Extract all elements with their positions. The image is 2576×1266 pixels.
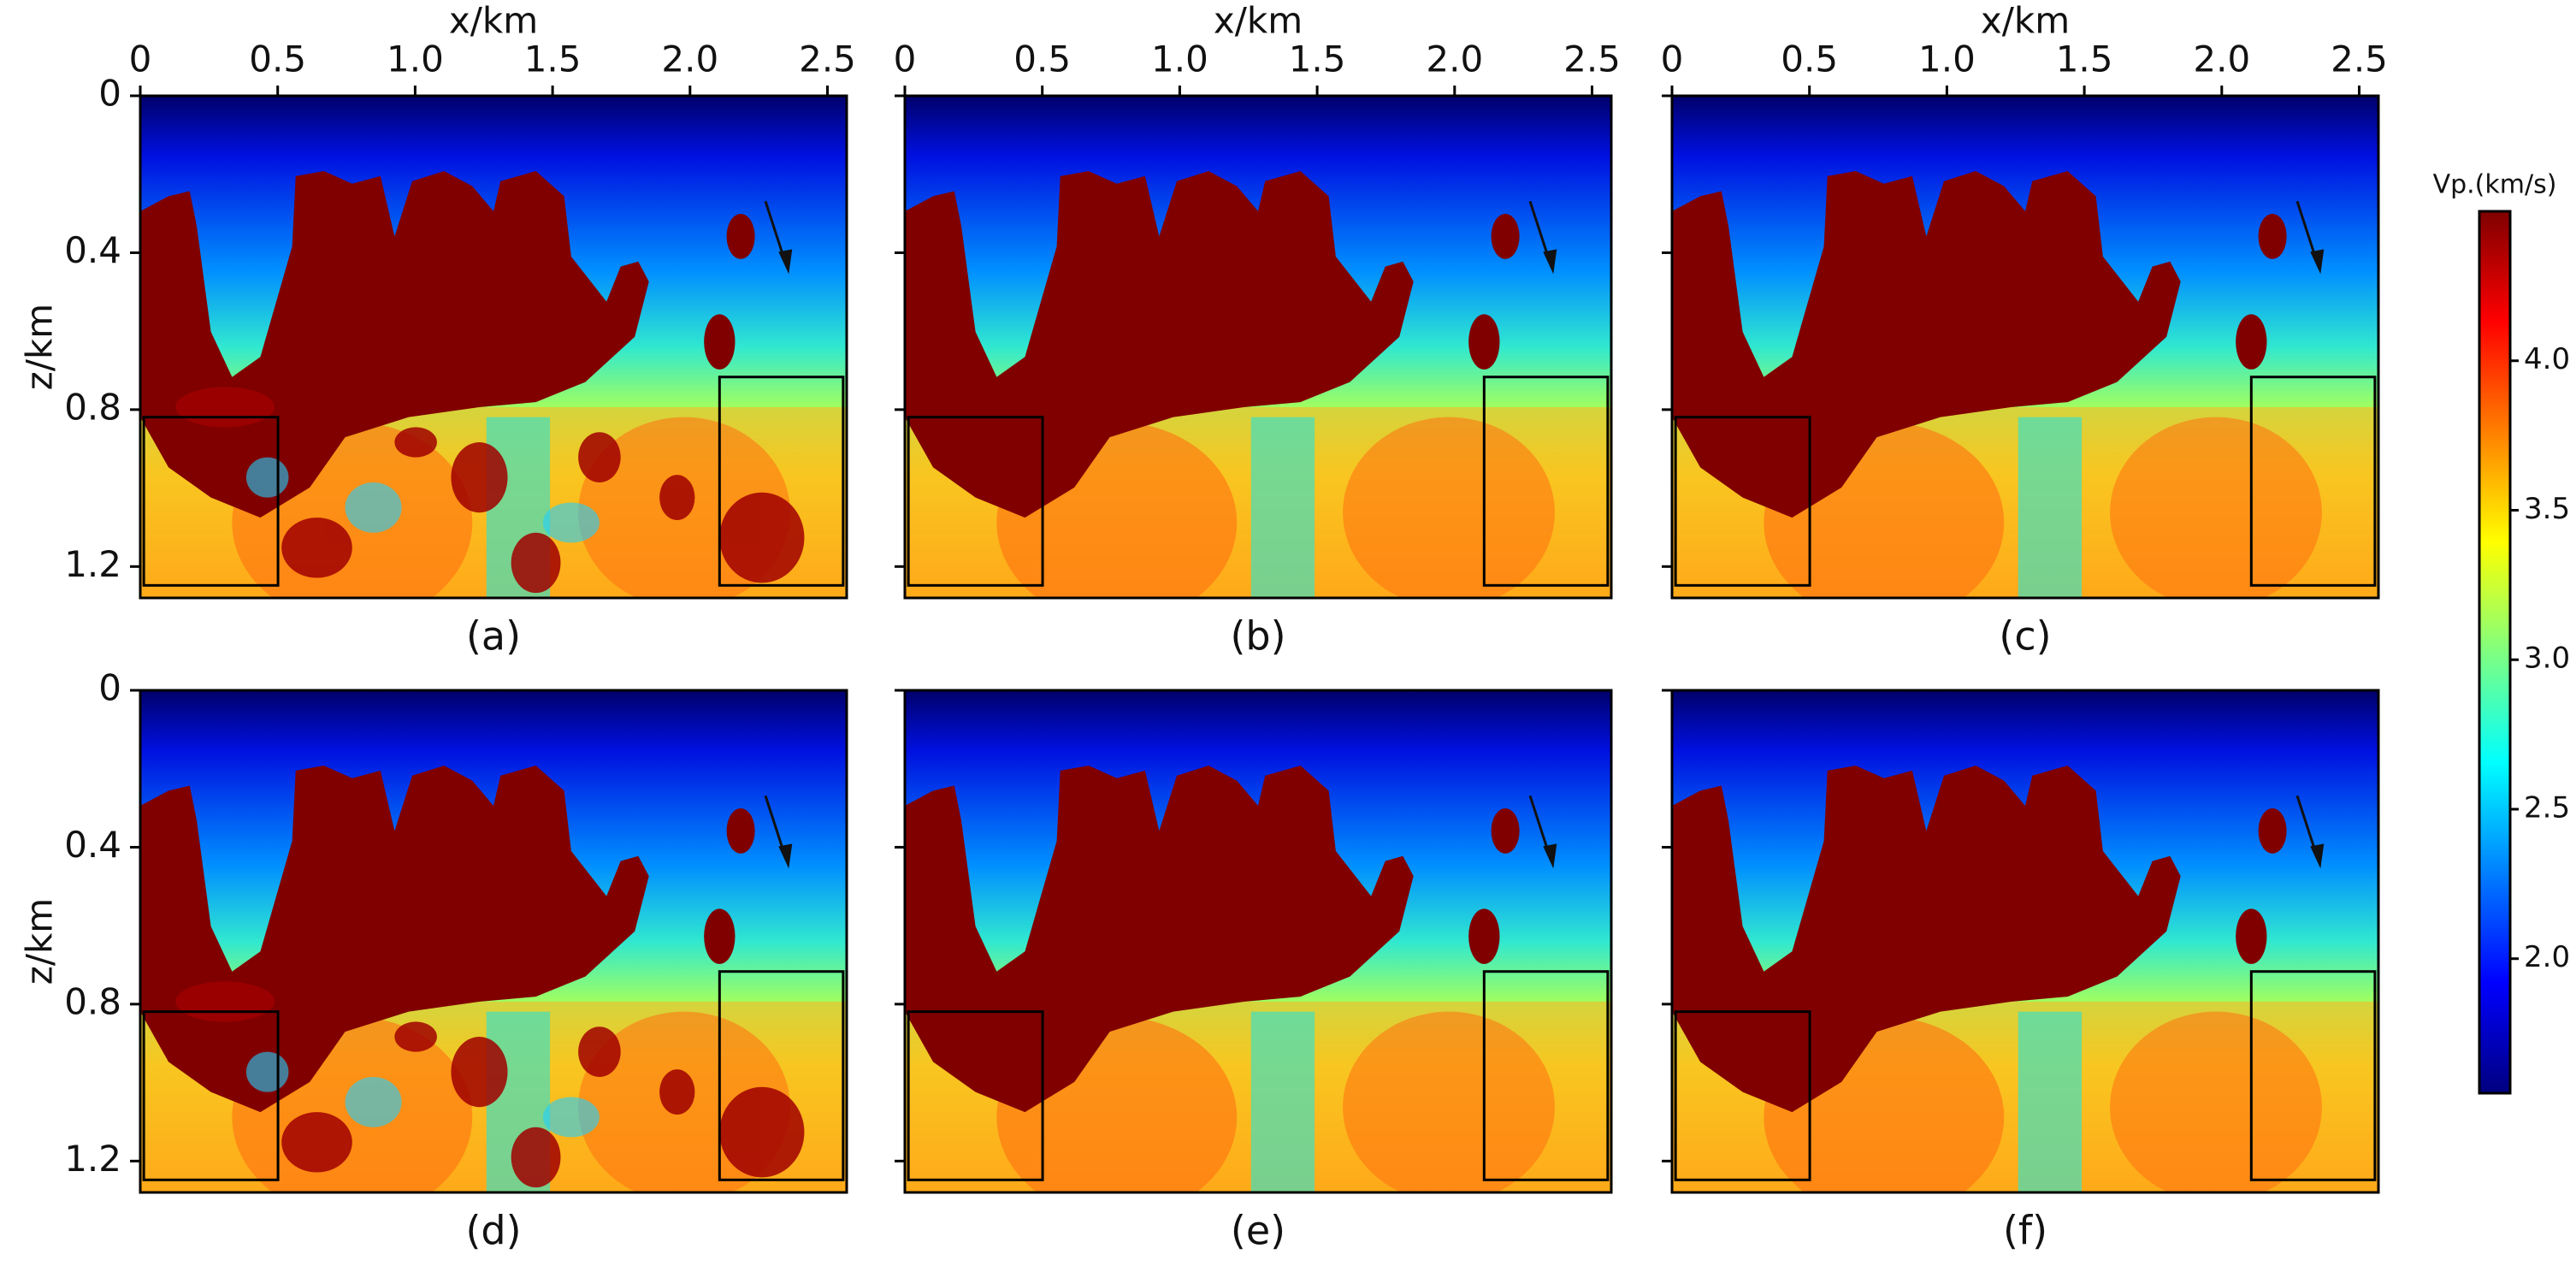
colorbar-tick-label: 4.0 [2524,342,2570,376]
colorbar-label: Vp.(km/s) [2433,170,2557,200]
arrow-head [2310,249,2325,275]
zoom-box [2249,970,2377,1181]
velocity-image [140,690,847,1192]
zoom-box [1674,416,1811,587]
zoom-box [718,970,845,1181]
x-tick-label: 1.0 [1151,38,1208,80]
plot-frame [1670,94,2380,600]
x-tick-label: 2.5 [2331,38,2388,80]
zoom-box [907,416,1044,587]
colorbar-tick-label: 2.0 [2524,940,2570,974]
x-tick-label: 2.5 [799,38,856,80]
x-tick-label: 0.5 [1781,38,1838,80]
x-tick-label: 0 [894,38,917,80]
zoom-box [718,376,845,587]
plot-frame [139,94,848,600]
panel-caption: (d) [465,1208,521,1254]
plot-frame [139,689,848,1194]
x-tick-label: 0.5 [249,38,306,80]
y-tick-label: 0.8 [64,386,121,428]
x-tick-label: 1.5 [2056,38,2113,80]
panel-caption: (e) [1231,1208,1285,1254]
arrow-head [778,249,793,275]
x-axis-label: x/km [449,0,538,42]
plot-frame [903,94,1613,600]
velocity-image [140,96,847,598]
x-tick-label: 1.0 [1918,38,1976,80]
arrow-head [1543,843,1557,869]
plot-frame [1670,689,2380,1194]
velocity-image [1672,690,2378,1192]
zoom-box [1674,1010,1811,1181]
x-tick-label: 0 [1661,38,1684,80]
y-tick-label: 1.2 [64,1138,121,1180]
x-tick-label: 0 [129,38,152,80]
arrow-head [2310,843,2325,869]
arrow-head [778,843,793,869]
x-tick-label: 2.0 [2193,38,2250,80]
y-axis-label: z/km [19,898,61,985]
zoom-box [1482,970,1610,1181]
y-tick-label: 0 [98,73,121,115]
colorbar-tick-label: 3.0 [2524,642,2570,676]
velocity-image [1672,96,2378,598]
panel-caption: (a) [466,613,521,660]
x-tick-label: 2.0 [1426,38,1483,80]
colorbar [2478,210,2512,1095]
velocity-image [905,690,1611,1192]
panel-caption: (c) [1999,613,2051,660]
panel-caption: (f) [2003,1208,2047,1254]
x-axis-label: x/km [1214,0,1303,42]
zoom-box [907,1010,1044,1181]
colorbar-tick-label: 3.5 [2524,492,2570,526]
colorbar-tick-label: 2.5 [2524,790,2570,825]
x-tick-label: 1.0 [387,38,444,80]
y-tick-label: 0 [98,667,121,709]
x-tick-label: 0.5 [1013,38,1071,80]
zoom-box [2249,376,2377,587]
y-tick-label: 0.4 [64,824,121,866]
panel-caption: (b) [1230,613,1285,660]
zoom-box [142,416,280,587]
zoom-box [1482,376,1610,587]
arrow-head [1543,249,1557,275]
x-tick-label: 2.0 [661,38,718,80]
y-tick-label: 1.2 [64,543,121,585]
y-tick-label: 0.4 [64,229,121,271]
y-axis-label: z/km [19,304,61,390]
x-axis-label: x/km [1981,0,2070,42]
y-tick-label: 0.8 [64,980,121,1022]
x-tick-label: 1.5 [1289,38,1346,80]
x-tick-label: 1.5 [524,38,582,80]
x-tick-label: 2.5 [1563,38,1621,80]
zoom-box [142,1010,280,1181]
plot-frame [903,689,1613,1194]
velocity-image [905,96,1611,598]
